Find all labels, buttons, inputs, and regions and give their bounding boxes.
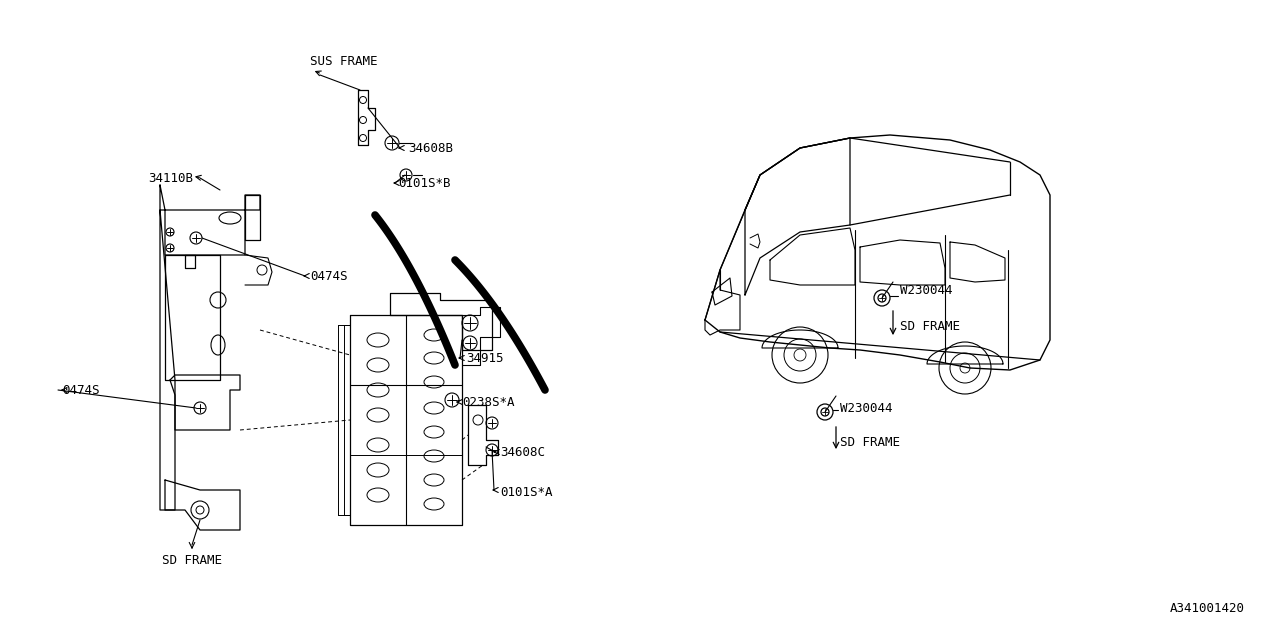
Text: SUS FRAME: SUS FRAME [310, 55, 378, 68]
Text: W230044: W230044 [840, 401, 892, 415]
Text: 0238S*A: 0238S*A [462, 396, 515, 408]
Text: 0474S: 0474S [310, 269, 347, 282]
Text: A341001420: A341001420 [1170, 602, 1245, 615]
Text: SD FRAME: SD FRAME [840, 436, 900, 449]
Text: 0474S: 0474S [61, 383, 100, 397]
Text: 34110B: 34110B [148, 172, 193, 184]
Text: 0101S*A: 0101S*A [500, 486, 553, 499]
Text: 34915: 34915 [466, 351, 503, 365]
Text: SD FRAME: SD FRAME [900, 320, 960, 333]
Text: 0101S*B: 0101S*B [398, 177, 451, 189]
Text: SD FRAME: SD FRAME [163, 554, 221, 566]
Text: W230044: W230044 [900, 284, 952, 296]
Text: 34608B: 34608B [408, 141, 453, 154]
Text: 34608C: 34608C [500, 445, 545, 458]
